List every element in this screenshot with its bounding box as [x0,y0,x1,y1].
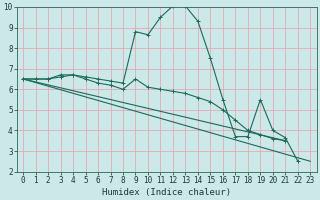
X-axis label: Humidex (Indice chaleur): Humidex (Indice chaleur) [102,188,231,197]
